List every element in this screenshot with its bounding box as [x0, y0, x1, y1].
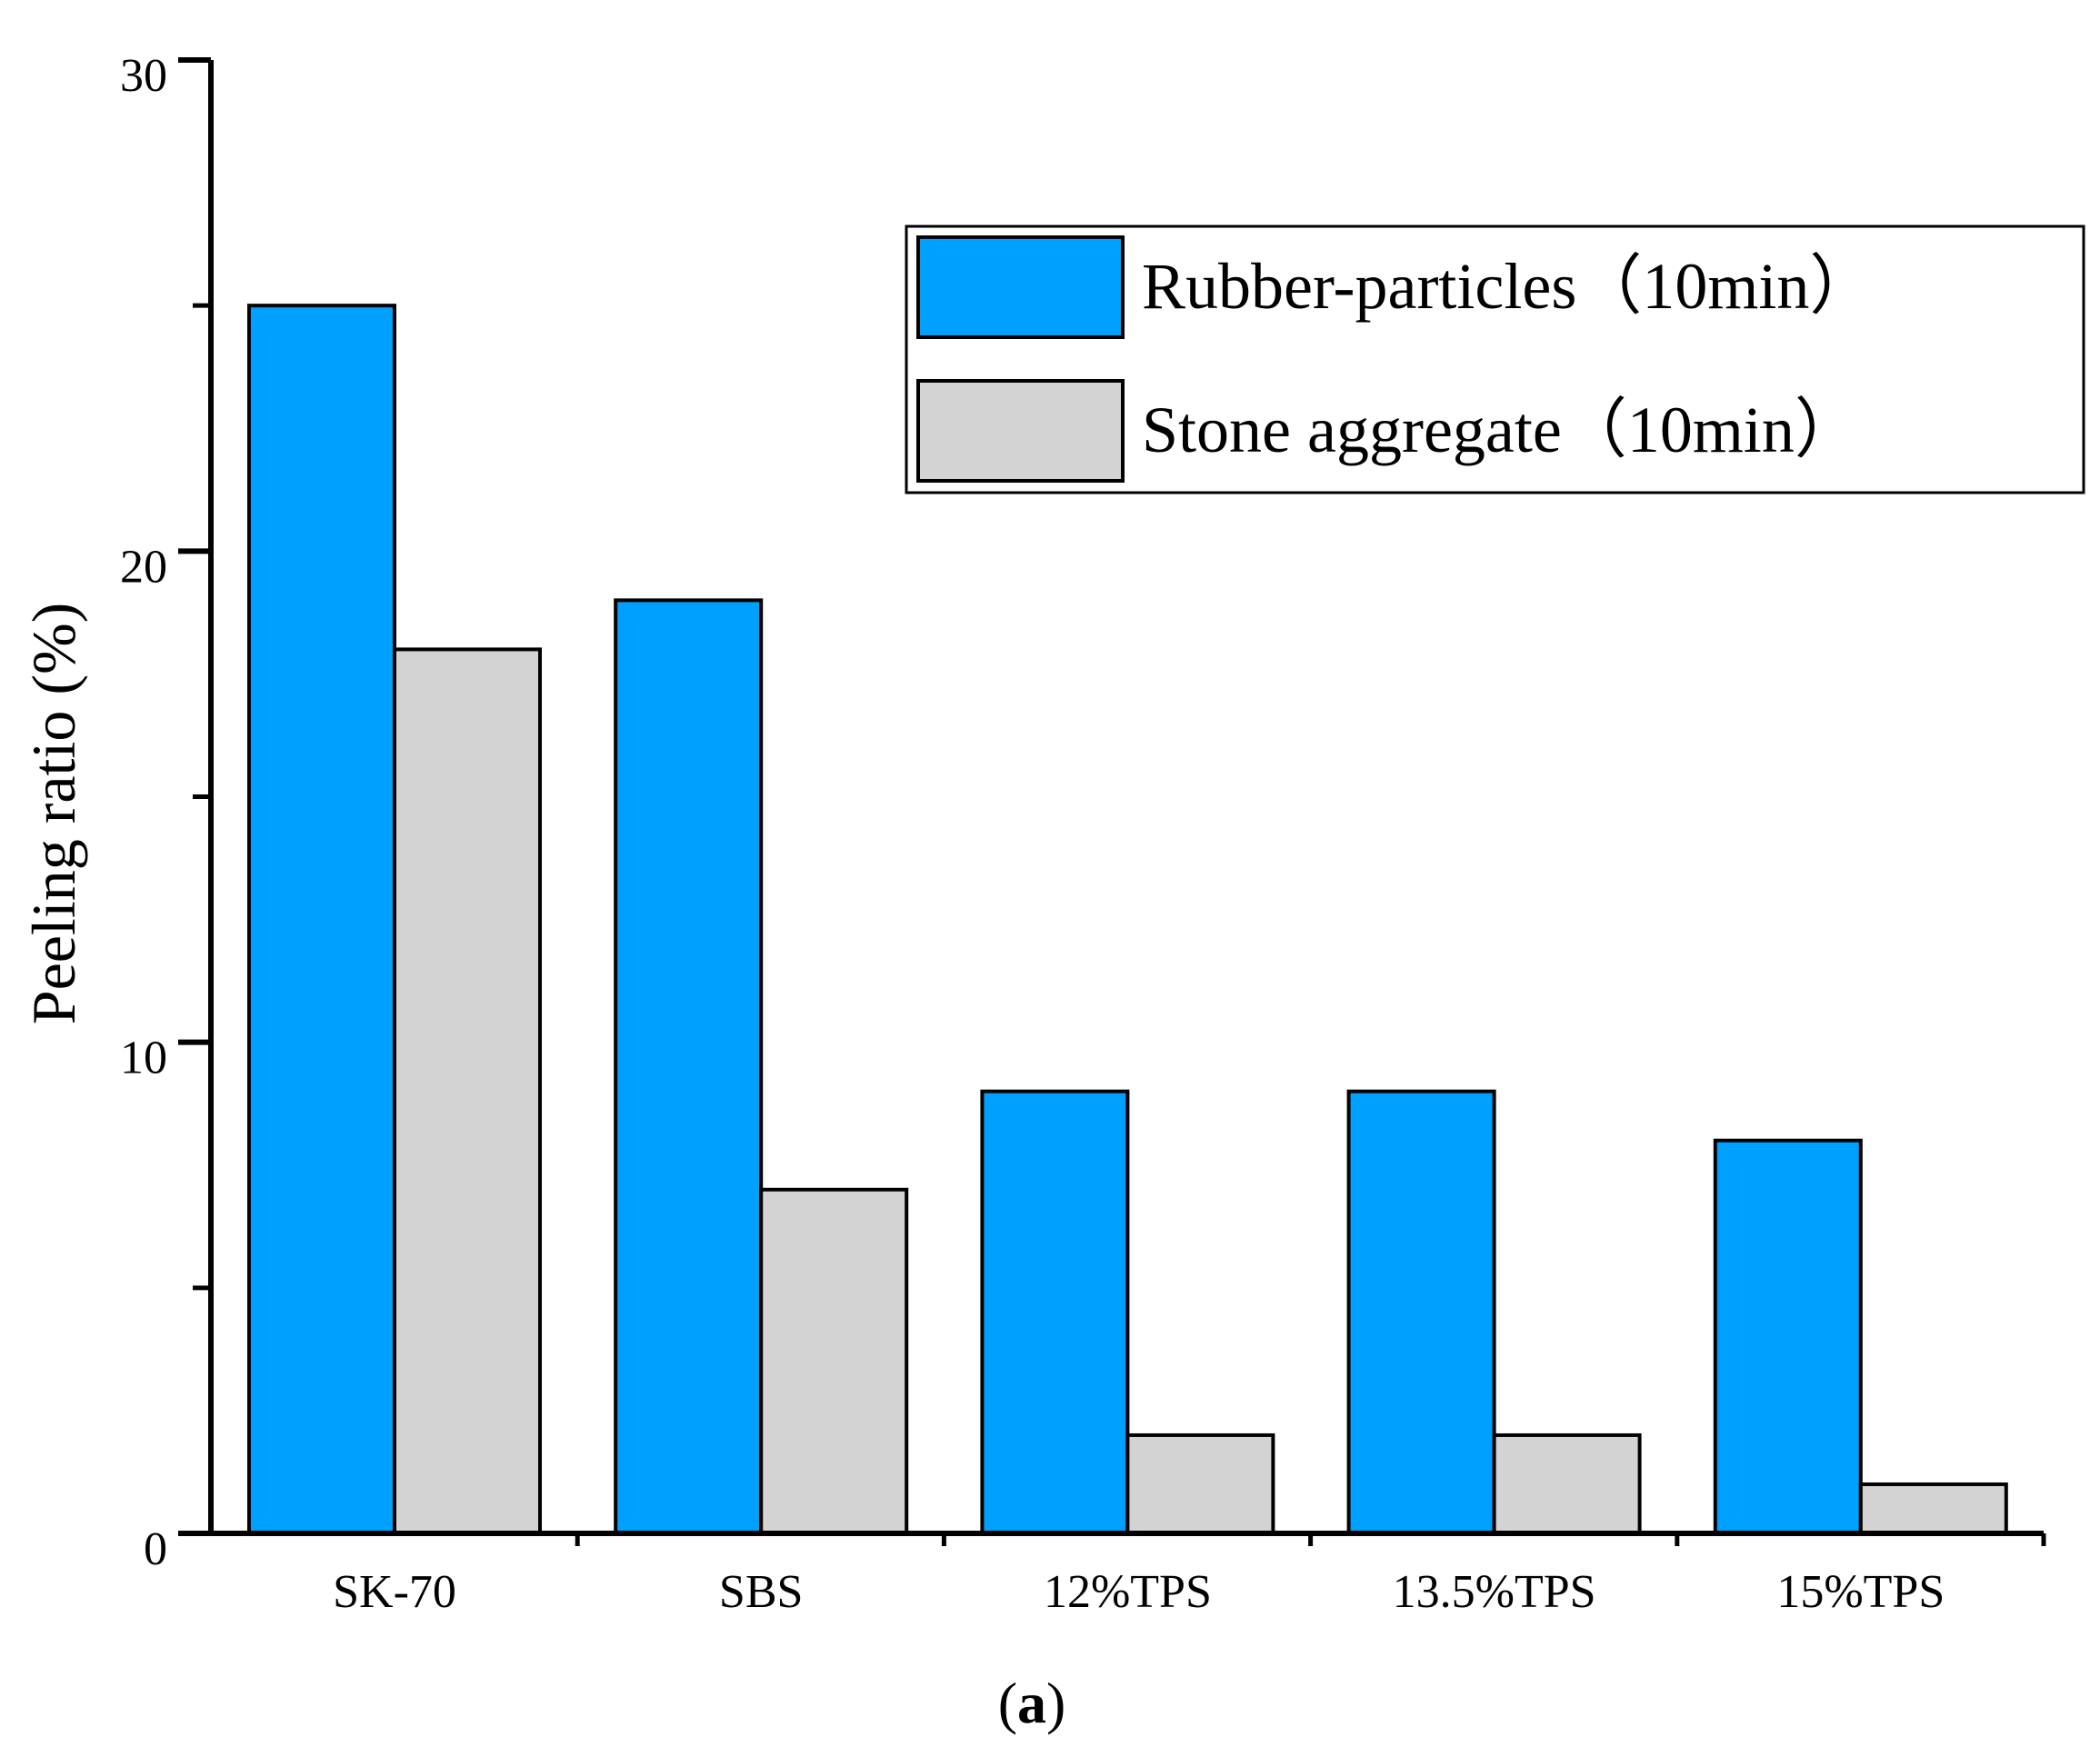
bar-stone-aggregate-4 [1858, 1482, 2008, 1536]
legend: Rubber-particles（10min） Stone aggregate（1… [905, 225, 2085, 494]
bar-rubber-particles-3 [1346, 1089, 1496, 1535]
panel-label: (a) [998, 1671, 1066, 1735]
bar-stone-aggregate-2 [1125, 1433, 1275, 1536]
legend-swatch [916, 379, 1125, 483]
legend-swatch [916, 235, 1125, 339]
bar-stone-aggregate-1 [759, 1187, 909, 1536]
legend-label: Rubber-particles（10min） [1142, 250, 1875, 323]
x-tick-label: 12%TPS [1044, 1566, 1212, 1618]
y-axis-label: Peeling ratio (%) [19, 603, 88, 1025]
y-tick-label: 0 [144, 1523, 167, 1575]
x-tick-label: 13.5%TPS [1393, 1566, 1596, 1618]
panel-label-letter: a [1017, 1671, 1046, 1735]
bar-stone-aggregate-3 [1492, 1433, 1642, 1536]
bar-rubber-particles-4 [1713, 1138, 1863, 1535]
bars-layer [247, 304, 2008, 1536]
bar-rubber-particles-0 [247, 304, 396, 1536]
x-tick-label: 15%TPS [1776, 1566, 1945, 1618]
legend-label: Stone aggregate（10min） [1142, 394, 1860, 466]
axes-layer: SK-70 SBS 12%TPS 13.5%TPS 15%TPS 0 10 20 30 [120, 50, 2046, 1618]
panel-label-open: ( [998, 1671, 1017, 1735]
x-tick-label: SBS [719, 1566, 804, 1618]
y-tick-label: 10 [120, 1033, 167, 1084]
bar-rubber-particles-1 [614, 598, 764, 1535]
y-tick-label: 20 [120, 541, 167, 593]
y-tick-label: 30 [120, 50, 167, 102]
panel-label-close: ) [1046, 1671, 1065, 1735]
bar-stone-aggregate-0 [393, 647, 542, 1535]
bar-rubber-particles-2 [980, 1089, 1130, 1535]
x-tick-label: SK-70 [333, 1566, 456, 1618]
